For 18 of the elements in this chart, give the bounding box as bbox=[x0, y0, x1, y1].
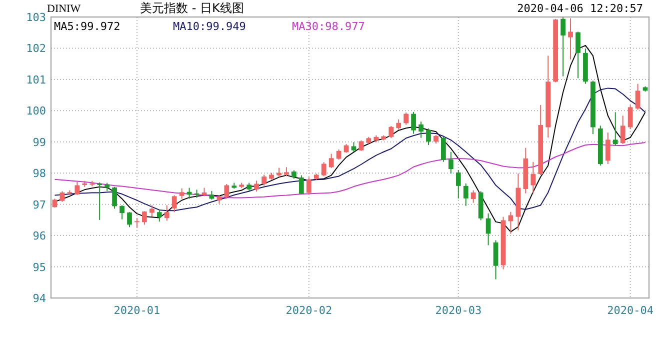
y-tick-label: 95 bbox=[32, 260, 46, 274]
x-tick-label: 2020-02 bbox=[286, 304, 332, 317]
y-tick-label: 94 bbox=[32, 292, 46, 305]
x-tick-label: 2020-04 bbox=[607, 304, 654, 317]
x-tick-label: 2020-01 bbox=[114, 304, 160, 317]
text: 2020-04-06 12:20:57 bbox=[517, 2, 643, 15]
y-tick-label: 97 bbox=[32, 198, 46, 212]
y-tick-label: 100 bbox=[26, 104, 46, 118]
chart-title: 美元指数 - 日K线图 bbox=[140, 1, 244, 15]
y-tick-label: 99 bbox=[32, 136, 46, 149]
y-tick-label: 101 bbox=[26, 73, 46, 86]
y-tick-label: 98 bbox=[32, 167, 46, 180]
y-tick-label: 103 bbox=[26, 11, 46, 24]
y-tick-label: 96 bbox=[32, 230, 46, 243]
chart-subtitle: DINIW bbox=[47, 3, 82, 15]
legend: MA5:99.972 MA10:99.949 MA30:98.977 bbox=[54, 20, 365, 33]
x-tick-label: 2020-03 bbox=[435, 304, 482, 317]
y-tick-label: 102 bbox=[26, 42, 46, 56]
